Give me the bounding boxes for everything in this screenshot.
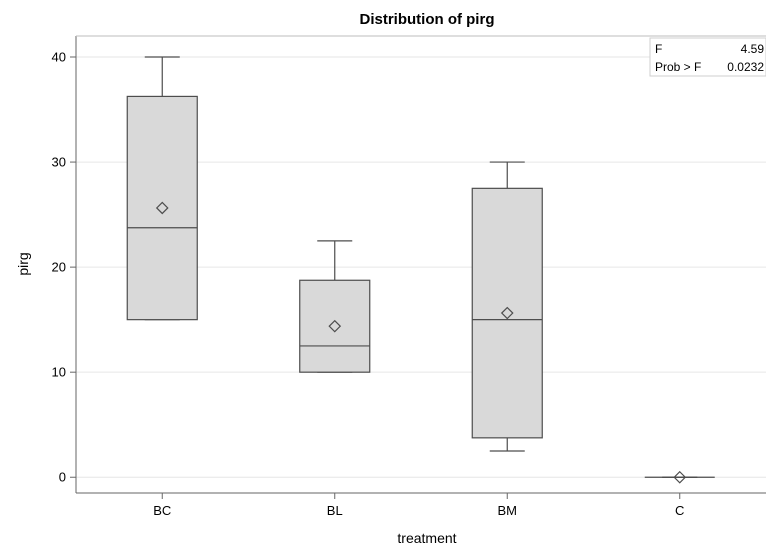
box-bc: [126, 56, 198, 321]
x-tick-label: BC: [153, 503, 171, 518]
y-tick-label: 40: [52, 50, 66, 65]
y-axis: 0 10 20 30 40: [52, 50, 76, 485]
y-tick-label: 10: [52, 365, 66, 380]
stat-label: F: [655, 42, 662, 56]
x-axis-label: treatment: [397, 530, 456, 546]
box-bm: [471, 161, 543, 452]
box-bl: [299, 240, 371, 373]
mean-marker: [673, 470, 687, 484]
stat-label: Prob > F: [655, 60, 701, 74]
plot-frame: [75, 35, 766, 494]
stats-inset: F 4.59 Prob > F 0.0232: [649, 37, 766, 77]
y-tick-label: 0: [59, 470, 66, 485]
mean-marker: [155, 201, 169, 215]
stat-value: 0.0232: [727, 60, 764, 74]
x-tick-label: C: [675, 503, 684, 518]
y-tick-label: 20: [52, 260, 66, 275]
mean-marker: [328, 319, 342, 333]
chart-title: Distribution of pirg: [360, 11, 495, 28]
box-iqr: [299, 279, 371, 373]
x-tick-label: BL: [327, 503, 343, 518]
stat-value: 4.59: [741, 42, 765, 56]
mean-marker: [500, 306, 514, 320]
box-iqr: [126, 95, 198, 321]
stats-inset-border: [649, 37, 766, 77]
box-group: [126, 56, 715, 484]
x-axis: BC BL BM C: [153, 493, 684, 518]
box-iqr: [471, 187, 543, 439]
y-axis-label: pirg: [15, 252, 31, 275]
x-tick-label: BM: [498, 503, 518, 518]
y-tick-label: 30: [52, 155, 66, 170]
box-c: [644, 470, 715, 484]
